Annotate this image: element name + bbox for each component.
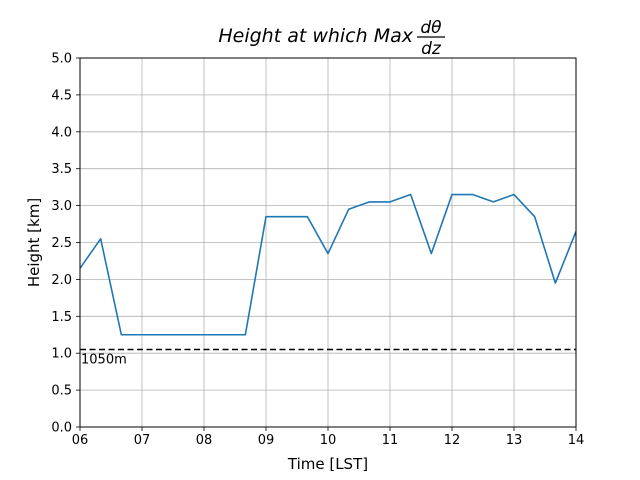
y-tick-label: 0.0 — [51, 421, 72, 436]
x-tick-label: 09 — [258, 433, 275, 448]
y-tick-label: 0.5 — [51, 384, 72, 399]
chart-title: Height at which Max — [218, 25, 413, 47]
y-tick-label: 4.5 — [51, 88, 72, 103]
y-tick-label: 1.5 — [51, 310, 72, 325]
x-tick-label: 06 — [72, 433, 89, 448]
chart-title-denominator: dz — [421, 39, 442, 59]
y-tick-label: 3.5 — [51, 162, 72, 177]
chart-title-numerator: dθ — [420, 18, 442, 38]
x-tick-label: 13 — [506, 433, 523, 448]
y-tick-label: 2.5 — [51, 236, 72, 251]
reference-line-group: 1050m — [80, 348, 576, 368]
x-tick-label: 07 — [134, 433, 151, 448]
series-group — [79, 193, 577, 336]
y-tick-label: 2.0 — [51, 273, 72, 288]
x-tick-label: 11 — [382, 433, 399, 448]
y-axis-label: Height [km] — [25, 198, 43, 287]
reference-line-label: 1050m — [81, 353, 127, 368]
y-tick-label: 5.0 — [51, 52, 72, 67]
y-tick-label: 3.0 — [51, 199, 72, 214]
x-axis-label: Time [LST] — [287, 455, 368, 473]
y-tick-label: 4.0 — [51, 125, 72, 140]
ticks: 06 07 08 09 10 11 12 13 14 0.0 0.5 1.0 1.5 2.0 2.5 3.0 3… — [51, 52, 584, 449]
x-tick-label: 12 — [444, 433, 461, 448]
grid — [79, 57, 577, 428]
x-tick-label: 14 — [568, 433, 585, 448]
x-tick-label: 08 — [196, 433, 213, 448]
x-tick-label: 10 — [320, 433, 337, 448]
y-tick-label: 1.0 — [51, 347, 72, 362]
series-line — [79, 193, 577, 336]
